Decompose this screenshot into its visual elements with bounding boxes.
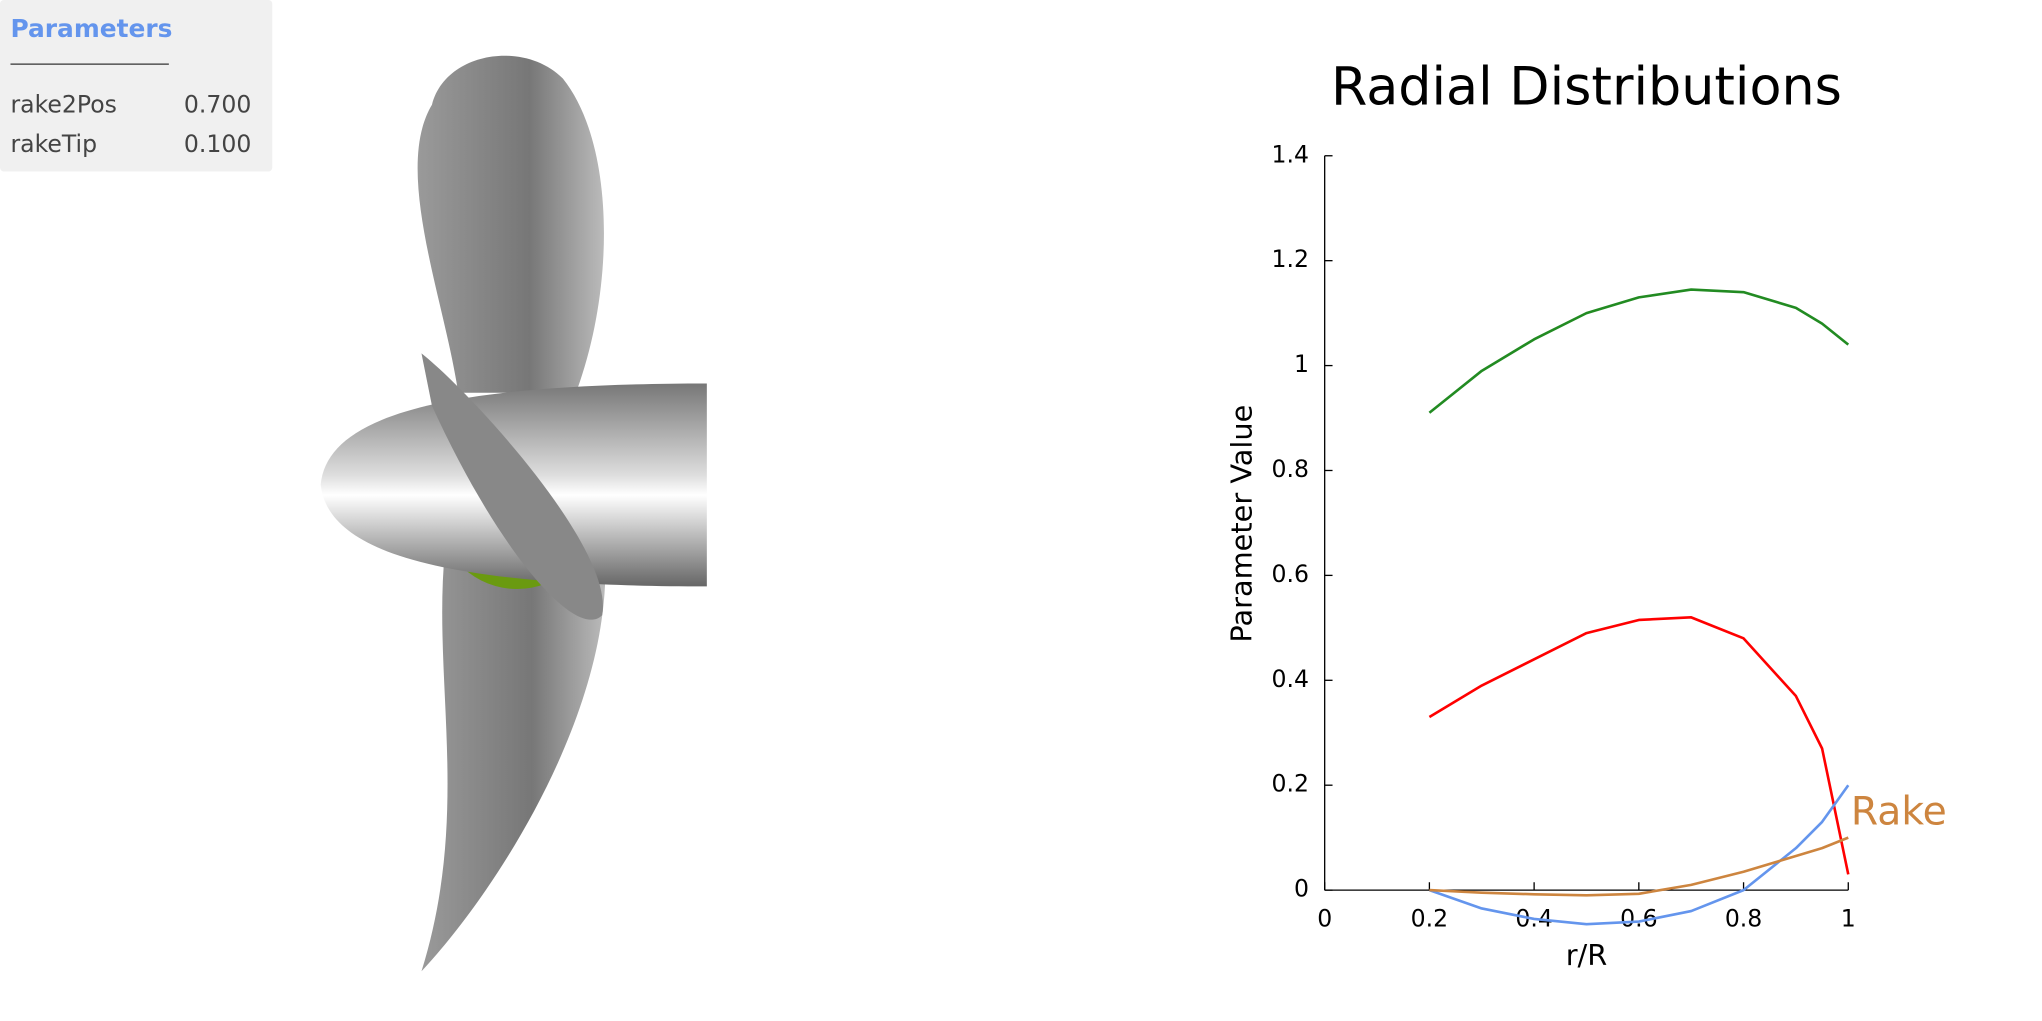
panel-title: Parameters — [10, 14, 172, 43]
x-tick-label: 1 — [1841, 905, 1856, 933]
x-tick-label: 0.8 — [1725, 905, 1762, 933]
param-value[interactable]: 0.100 — [184, 130, 251, 158]
propeller-render — [320, 55, 707, 972]
param-name: rake2Pos — [10, 91, 116, 119]
y-axis-label: Parameter Value — [1225, 405, 1259, 643]
series-line — [1428, 288, 1850, 414]
y-tick-label: 1.4 — [1272, 140, 1309, 168]
series-line — [1428, 784, 1850, 926]
series-label: Rake — [1851, 790, 1947, 835]
y-tick-label: 1 — [1294, 350, 1309, 378]
chart-title: Radial Distributions — [1331, 56, 1842, 117]
x-tick-label: 0.2 — [1411, 905, 1448, 933]
y-tick-label: 0.4 — [1272, 665, 1309, 693]
series-line — [1428, 616, 1850, 875]
param-value[interactable]: 0.700 — [184, 91, 251, 119]
param-name: rakeTip — [10, 130, 97, 158]
parameters-panel — [0, 0, 273, 172]
y-tick-label: 1.2 — [1272, 245, 1309, 273]
series-line — [1429, 836, 1849, 897]
y-tick-label: 0 — [1294, 875, 1309, 903]
x-axis-label: r/R — [1566, 938, 1608, 972]
x-tick-label: 0 — [1317, 905, 1332, 933]
y-tick-label: 0.8 — [1272, 455, 1309, 483]
y-tick-label: 0.2 — [1272, 770, 1309, 798]
y-tick-label: 0.6 — [1272, 560, 1309, 588]
